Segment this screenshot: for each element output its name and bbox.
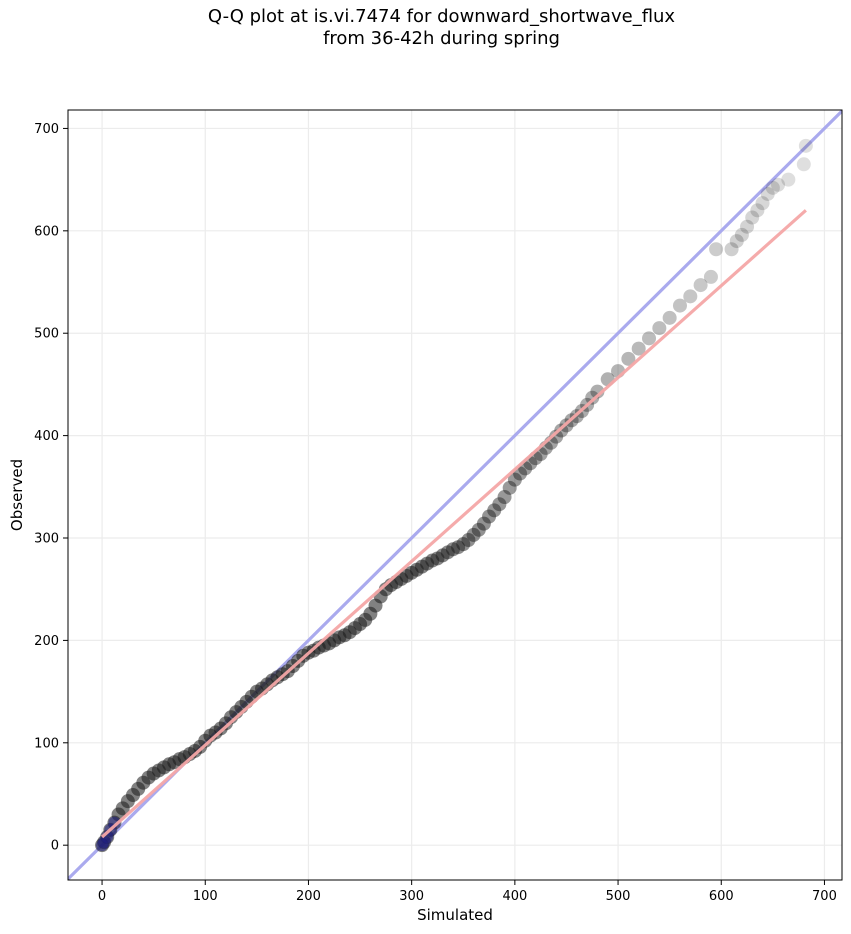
quantile-point [740,219,755,234]
quantile-point [461,533,476,548]
quantile-point [724,242,739,257]
plot-frame [67,109,843,881]
x-axis-label: Simulated [417,906,493,924]
y-tick-label: 0 [51,839,59,854]
fit-line [100,209,807,839]
quantile-point [507,472,522,487]
quantile-point [672,298,687,313]
quantile-point [549,429,564,444]
quantile-point [693,278,708,293]
quantile-point [703,269,718,284]
x-tick-label: 200 [296,889,321,904]
quantile-point [585,390,600,405]
quantile-point [760,186,775,201]
y-axis-ticks: 0 100 200 300 400 500 600 700 [34,122,68,854]
quantile-point [487,503,502,518]
chart-title: Q-Q plot at is.vi.7474 for downward_shor… [207,6,676,27]
quantile-point [750,203,765,218]
x-tick-label: 600 [709,889,734,904]
y-tick-label: 200 [34,634,59,649]
y-tick-label: 600 [34,224,59,239]
quantile-point [781,172,796,187]
quantile-point [729,234,744,249]
y-tick-label: 300 [34,532,59,547]
quantile-point-highlight [108,816,121,829]
y-tick-label: 700 [34,122,59,137]
x-axis-ticks: 0 100 200 300 400 500 600 700 [98,880,837,904]
quantile-point [796,157,811,172]
quantile-point [683,289,698,304]
x-tick-label: 100 [193,889,218,904]
y-tick-label: 500 [34,327,59,342]
quantile-point [492,497,507,512]
x-tick-label: 0 [98,889,106,904]
quantile-point [771,177,786,192]
quantile-point [471,522,486,537]
grid [68,110,842,880]
chart-title-block: Q-Q plot at is.vi.7474 for downward_shor… [0,6,851,50]
quantile-point [631,341,646,356]
chart-subtitle: from 36-42h during spring [323,28,560,49]
quantile-point [476,516,491,531]
quantile-point [482,509,497,524]
x-tick-label: 500 [606,889,631,904]
quantile-point [590,384,605,399]
quantile-point [456,537,471,552]
quantile-point [662,310,677,325]
quantile-point [502,480,517,495]
quantile-point [755,196,770,211]
quantile-points [95,138,813,853]
quantile-point [652,321,667,336]
fit-line-group [100,209,807,839]
quantile-point [642,331,657,346]
y-axis-label: Observed [8,459,26,531]
quantile-point [734,227,749,242]
quantile-point [451,540,466,555]
y-tick-label: 400 [34,429,59,444]
quantile-point [798,138,813,153]
quantile-point [765,180,780,195]
y-tick-label: 100 [34,736,59,751]
quantile-point [745,210,760,225]
x-tick-label: 700 [812,889,837,904]
quantile-point [497,490,512,505]
quantile-point [466,527,481,542]
quantile-point [621,351,636,366]
x-tick-label: 400 [502,889,527,904]
x-tick-label: 300 [399,889,424,904]
quantile-point [709,242,724,257]
